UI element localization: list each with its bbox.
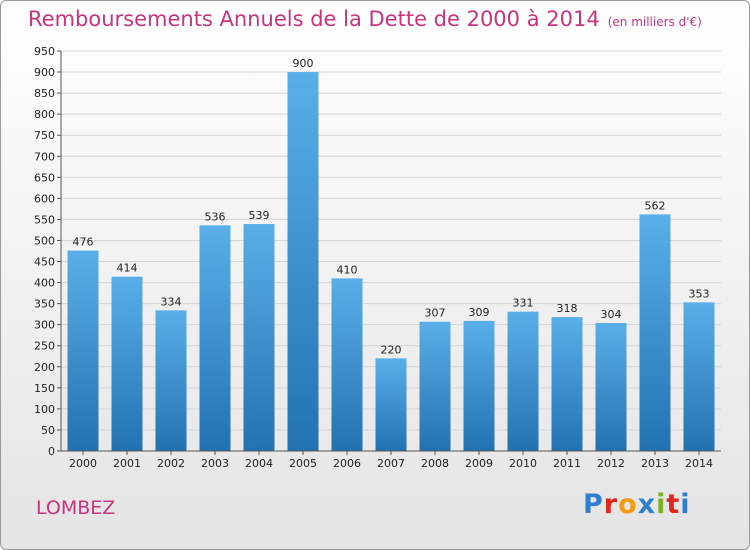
bar — [155, 310, 187, 451]
x-tick-label: 2008 — [421, 457, 449, 470]
data-label: 220 — [381, 343, 402, 356]
y-tick-label: 250 — [34, 340, 55, 353]
data-label: 309 — [469, 306, 490, 319]
bar — [639, 214, 671, 451]
data-label: 414 — [117, 262, 138, 275]
data-label: 353 — [689, 287, 710, 300]
x-tick-label: 2013 — [641, 457, 669, 470]
x-tick-label: 2002 — [157, 457, 185, 470]
bar — [199, 225, 231, 451]
y-tick-label: 750 — [34, 129, 55, 142]
logo-letter: P — [583, 489, 604, 520]
x-tick-label: 2010 — [509, 457, 537, 470]
bar — [243, 224, 275, 451]
x-tick-label: 2014 — [685, 457, 713, 470]
logo-letter: x — [637, 489, 657, 520]
data-label: 476 — [73, 236, 94, 249]
y-tick-label: 200 — [34, 361, 55, 374]
x-tick-label: 2005 — [289, 457, 317, 470]
bar — [287, 72, 319, 451]
y-tick-label: 950 — [34, 45, 55, 58]
bars: 476 414 334 536 539 900 410 220 307 309 331 318 304 5… — [67, 57, 715, 451]
bar — [595, 323, 627, 451]
y-tick-label: 0 — [48, 445, 55, 458]
y-tick-label: 450 — [34, 256, 55, 269]
y-tick-label: 50 — [41, 424, 55, 437]
y-tick-label: 100 — [34, 403, 55, 416]
logo-letter: t — [666, 489, 681, 520]
bar — [419, 321, 451, 451]
data-label: 318 — [557, 302, 578, 315]
title-text: Remboursements Annuels de la Dette de 20… — [28, 7, 600, 31]
axes: 0 50 100 150 200 250 300 350 400 450 500 550 600 650 7… — [34, 45, 721, 470]
bar — [463, 320, 495, 451]
x-tick-label: 2004 — [245, 457, 273, 470]
x-tick-label: 2007 — [377, 457, 405, 470]
y-tick-label: 300 — [34, 319, 55, 332]
y-tick-label: 600 — [34, 192, 55, 205]
data-label: 410 — [337, 263, 358, 276]
bar — [67, 250, 99, 451]
bar — [683, 302, 715, 451]
logo-letter: i — [656, 489, 667, 520]
logo-letter: o — [618, 489, 638, 520]
chart-title: Remboursements Annuels de la Dette de 20… — [28, 7, 702, 31]
y-tick-label: 350 — [34, 298, 55, 311]
data-label: 307 — [425, 307, 446, 320]
commune-name: LOMBEZ — [36, 497, 116, 519]
logo-letter: r — [603, 489, 619, 520]
bar — [551, 317, 583, 451]
bar — [507, 311, 539, 451]
x-tick-label: 2006 — [333, 457, 361, 470]
x-tick-label: 2003 — [201, 457, 229, 470]
y-tick-label: 700 — [34, 150, 55, 163]
x-tick-label: 2000 — [69, 457, 97, 470]
proxiti-logo: Proxiti — [583, 489, 691, 520]
x-tick-label: 2001 — [113, 457, 141, 470]
chart-subtitle: (en milliers d'€) — [607, 15, 702, 29]
y-tick-label: 550 — [34, 213, 55, 226]
y-tick-label: 400 — [34, 277, 55, 290]
data-label: 331 — [513, 297, 534, 310]
data-label: 334 — [161, 295, 182, 308]
y-tick-label: 500 — [34, 234, 55, 247]
x-tick-label: 2009 — [465, 457, 493, 470]
data-label: 539 — [249, 209, 270, 222]
y-tick-label: 900 — [34, 66, 55, 79]
data-label: 900 — [293, 57, 314, 70]
y-tick-label: 650 — [34, 171, 55, 184]
y-tick-label: 850 — [34, 87, 55, 100]
bar — [111, 276, 143, 451]
data-label: 536 — [205, 210, 226, 223]
logo-letter: i — [680, 489, 691, 520]
y-tick-label: 800 — [34, 108, 55, 121]
x-tick-label: 2012 — [597, 457, 625, 470]
bar — [375, 358, 407, 451]
x-tick-label: 2011 — [553, 457, 581, 470]
data-label: 304 — [601, 308, 622, 321]
data-label: 562 — [645, 199, 666, 212]
y-tick-label: 150 — [34, 382, 55, 395]
bar — [331, 278, 363, 451]
